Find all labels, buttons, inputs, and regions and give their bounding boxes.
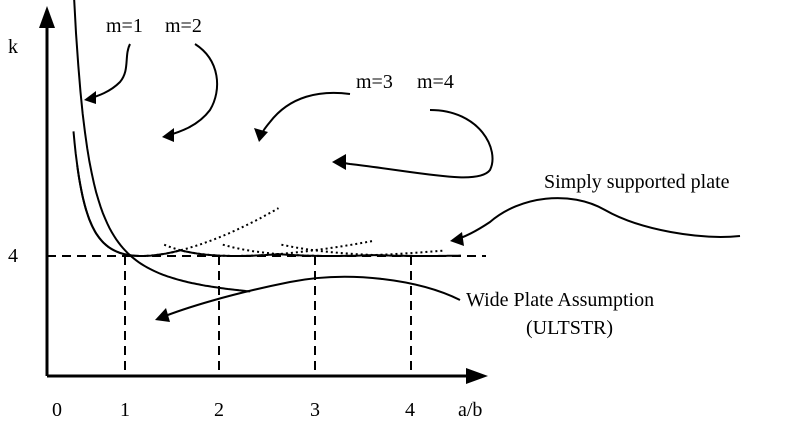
m1-pointer	[87, 43, 131, 100]
label-wide-plate: Wide Plate Assumption	[466, 289, 654, 311]
y-axis-label: k	[8, 36, 18, 58]
curve-m1-extension	[141, 207, 280, 257]
m3-pointer-head	[254, 128, 268, 142]
curve-m3	[222, 243, 331, 257]
curve-m2	[163, 243, 236, 257]
wide-plate-curve	[73, 0, 251, 293]
envelope-curve	[76, 165, 461, 257]
wide-plate-pointer-head	[155, 308, 170, 322]
label-ultstr: (ULTSTR)	[526, 317, 613, 339]
label-m4: m=4	[417, 71, 454, 93]
m2-pointer-head	[162, 128, 174, 142]
simply-supported-pointer-head	[450, 232, 464, 246]
curve-m4	[281, 243, 425, 257]
x-axis-arrowhead	[466, 368, 488, 384]
x-axis-label: a/b	[458, 399, 482, 421]
m4-pointer	[335, 109, 494, 179]
x-tick-4: 4	[405, 399, 415, 421]
y-axis-arrowhead	[39, 6, 55, 28]
m1-pointer-head	[84, 91, 96, 104]
x-tick-2: 2	[214, 399, 224, 421]
m2-pointer	[165, 43, 219, 137]
label-m3: m=3	[356, 71, 393, 93]
x-tick-0: 0	[52, 399, 62, 421]
m3-pointer	[259, 91, 351, 139]
x-tick-1: 1	[120, 399, 130, 421]
curve-m3-extension	[330, 249, 444, 257]
label-m2: m=2	[165, 15, 202, 37]
y-tick-4: 4	[8, 245, 18, 267]
wide-plate-pointer	[159, 275, 461, 319]
label-simply-supported: Simply supported plate	[544, 171, 730, 193]
x-tick-3: 3	[310, 399, 320, 421]
m4-pointer-head	[332, 154, 346, 170]
label-m1: m=1	[106, 15, 143, 37]
curve-m1	[72, 131, 142, 257]
simply-supported-pointer	[453, 197, 741, 241]
